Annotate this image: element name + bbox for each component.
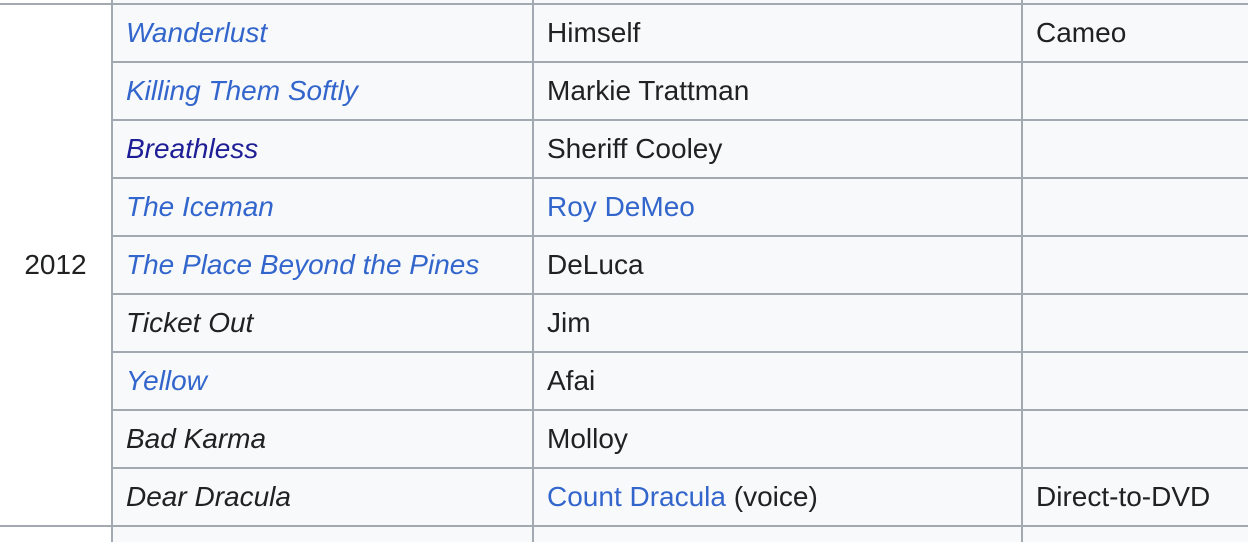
title-cell: The Iceman [111,177,534,237]
table-row: 2012 Wanderlust Himself Cameo [0,3,1248,527]
role-cell: Roy DeMeo [532,177,1023,237]
table-row: The Place Beyond the Pines DeLuca [0,235,1248,295]
role-cell [532,525,1023,542]
table-row: Ticket Out Jim [0,293,1248,353]
role-cell: Jim [532,293,1023,353]
role-text: (voice) [725,481,818,513]
table-row: Killing Them Softly Markie Trattman [0,61,1248,121]
note-cell [1021,61,1248,121]
title-cell: Yellow [111,351,534,411]
role-text: Afai [547,365,596,397]
title-cell: The Place Beyond the Pines [111,235,534,295]
title-cell: Bad Karma [111,409,534,469]
note-cell [1021,293,1248,353]
role-cell: Molloy [532,409,1023,469]
note-cell [1021,351,1248,411]
table-row: Yellow Afai [0,351,1248,411]
title-cell: Dear Dracula [111,467,534,527]
film-title-link[interactable]: Killing Them Softly [126,75,358,107]
film-title-link[interactable]: Breathless [126,133,259,165]
role-link[interactable]: Count Dracula [547,481,726,513]
table-row: The Iceman Roy DeMeo [0,177,1248,237]
note-cell [1021,409,1248,469]
film-title: Bad Karma [126,423,267,455]
role-cell: DeLuca [532,235,1023,295]
table-row: Breathless Sheriff Cooley [0,119,1248,179]
note-cell: Cameo [1021,3,1248,63]
film-title-link[interactable]: Wanderlust [126,17,268,49]
role-link[interactable]: Roy DeMeo [547,191,695,223]
role-text: Molloy [547,423,628,455]
film-title: Ticket Out [126,307,254,339]
role-cell: Count Dracula (voice) [532,467,1023,527]
role-cell: Sheriff Cooley [532,119,1023,179]
note-cell [1021,235,1248,295]
year-cell-previous [0,0,113,5]
title-cell: Ticket Out [111,293,534,353]
partial-row-bottom [0,525,1248,542]
note-cell [1021,119,1248,179]
role-text: DeLuca [547,249,644,281]
table-row: Dear Dracula Count Dracula (voice) Direct-… [0,467,1248,527]
year-cell: 2012 [0,3,113,527]
note-cell [1021,177,1248,237]
note-cell: Direct-to-DVD [1021,467,1248,527]
role-text: Markie Trattman [547,75,750,107]
role-cell: Afai [532,351,1023,411]
title-cell: Killing Them Softly [111,61,534,121]
film-title: Dear Dracula [126,481,291,513]
note-cell [1021,0,1248,5]
role-cell [532,0,1023,5]
title-cell: Breathless [111,119,534,179]
role-text: Jim [547,307,591,339]
film-title-link[interactable]: Yellow [126,365,207,397]
title-cell: Wanderlust [111,3,534,63]
year-cell-next [0,525,113,542]
table-row: Bad Karma Molloy [0,409,1248,469]
title-cell [111,0,534,5]
film-title-link[interactable]: The Place Beyond the Pines [126,249,480,281]
role-cell: Markie Trattman [532,61,1023,121]
title-cell [111,525,534,542]
note-cell [1021,525,1248,542]
role-cell: Himself [532,3,1023,63]
film-title-link[interactable]: The Iceman [126,191,274,223]
role-text: Himself [547,17,641,49]
partial-row-top [0,0,1248,5]
role-text: Sheriff Cooley [547,133,723,165]
